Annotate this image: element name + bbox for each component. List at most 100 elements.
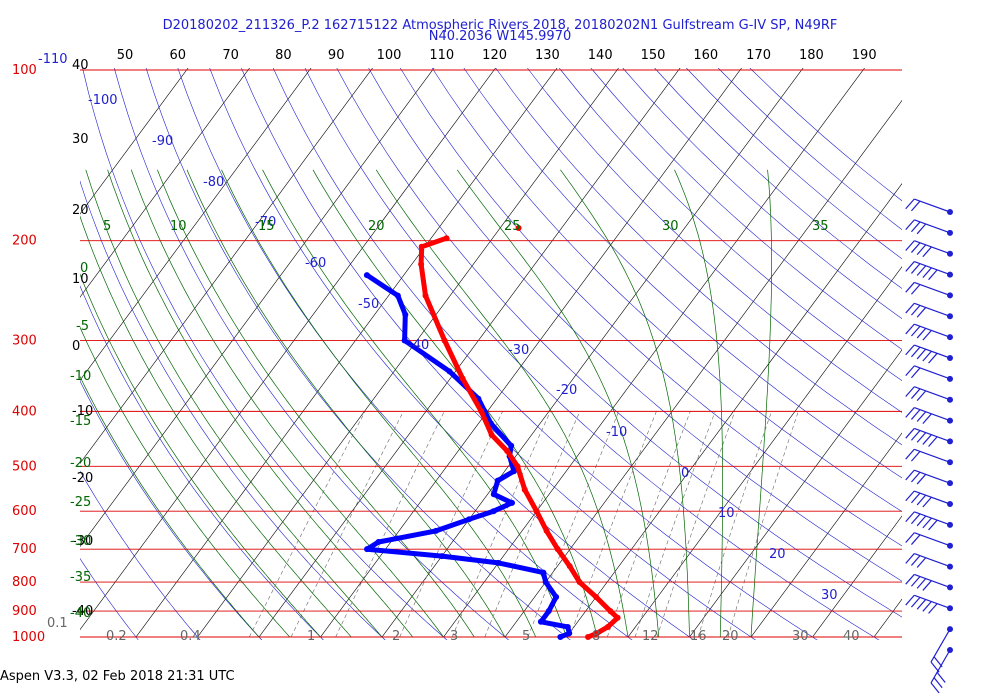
wind-barb-feather	[910, 200, 921, 212]
dry-adiabat-line	[80, 180, 386, 640]
saturated-adiabat-line	[674, 169, 723, 637]
wind-barb	[905, 281, 953, 299]
top-scale-label: 130	[535, 48, 560, 63]
dry-adiabat-label: 20	[769, 547, 786, 562]
top-scale-label: 140	[588, 48, 613, 63]
wind-barb-dot	[947, 584, 953, 591]
saturated-adiabat-line	[157, 169, 475, 638]
wind-barb-feather	[910, 242, 921, 253]
wind-barb-feather	[905, 490, 915, 502]
wind-barb	[905, 261, 953, 281]
temperature-point	[607, 608, 614, 615]
wind-barbs	[905, 198, 953, 694]
top-scale-label: 60	[170, 48, 187, 63]
dewpoint-point	[466, 516, 473, 523]
mixing-ratio-label: 30	[792, 629, 809, 644]
plot-area	[80, 68, 902, 640]
saturated-adiabat-label: -15	[70, 414, 91, 429]
temperature-point	[593, 630, 600, 637]
saturated-adiabat-line	[456, 169, 660, 638]
mixing-ratio-line	[727, 411, 799, 638]
wind-barb-feather	[916, 390, 927, 402]
pressure-label: 200	[12, 234, 37, 249]
temperature-point	[459, 375, 466, 382]
wind-barb-feather	[922, 434, 932, 445]
wind-barb-dot	[947, 521, 953, 528]
saturated-adiabat-line	[186, 169, 506, 638]
wind-barb-feather	[905, 532, 915, 543]
wind-barb-staff	[914, 532, 951, 547]
wind-barb	[905, 573, 953, 591]
footer-text: Aspen V3.3, 02 Feb 2018 21:31 UTC	[0, 669, 235, 684]
wind-barb-feather	[905, 407, 915, 418]
wind-barb	[905, 469, 953, 487]
wind-barb-feather	[916, 599, 927, 610]
dewpoint-point	[394, 292, 401, 299]
dewpoint-point	[446, 368, 453, 375]
wind-barb	[905, 511, 953, 531]
wind-barb	[905, 448, 953, 466]
wind-barb-feather	[928, 269, 938, 281]
left-labels: 1002003004005006007008009001000403020100…	[12, 58, 93, 645]
isotherm-label: -30	[72, 534, 93, 549]
isotherm-label: -20	[72, 471, 93, 486]
wind-barb	[905, 490, 953, 508]
mixing-ratio-line	[335, 411, 445, 638]
wind-barb-feather	[922, 329, 932, 341]
wind-barb-feather	[916, 223, 927, 235]
wind-barb	[905, 198, 953, 215]
isotherm-label: 30	[72, 132, 89, 147]
wind-barb-dot	[947, 375, 953, 382]
saturated-adiabat-label: -35	[70, 570, 91, 585]
dry-adiabat-label: -50	[358, 297, 379, 312]
top-scale-label: 90	[328, 48, 345, 63]
wind-barb	[905, 344, 953, 364]
wind-barb-staff	[914, 553, 951, 568]
wind-barb-staff	[914, 261, 951, 276]
mixing-ratio-line	[607, 411, 691, 638]
dry-adiabat-line	[495, 68, 902, 446]
wind-barb	[930, 647, 953, 694]
wind-barb	[905, 407, 953, 424]
mixing-ratio-line	[249, 411, 366, 638]
wind-barb-feather	[922, 246, 932, 258]
wind-barb-feather	[905, 261, 915, 272]
dry-adiabat-label: -10	[606, 425, 627, 440]
wind-barb-feather	[933, 677, 943, 689]
wind-barb-feather	[922, 267, 932, 278]
wind-barb-feather	[905, 428, 915, 439]
isotherm-label: 20	[72, 203, 89, 218]
dewpoint-point	[364, 546, 371, 553]
saturated-adiabat-line	[312, 169, 598, 638]
wind-barb-dot	[947, 605, 953, 612]
wind-barb-staff	[914, 323, 951, 338]
temperature-point	[488, 431, 495, 438]
wind-barb-feather	[910, 534, 921, 545]
pressure-label: 900	[12, 604, 37, 619]
temperature-point	[614, 614, 621, 621]
mixing-ratio-label: 40	[843, 629, 860, 644]
dewpoint-point	[432, 527, 439, 534]
wind-barb-dot	[947, 209, 953, 215]
wind-barb-feather	[928, 352, 938, 364]
dry-adiabat-line	[241, 68, 756, 640]
dry-adiabat-line	[177, 68, 633, 640]
wind-barb-staff	[930, 628, 951, 663]
isotherm-label: -10	[72, 404, 93, 419]
wind-barb-staff	[914, 344, 951, 359]
wind-barb-dot	[947, 334, 953, 341]
wind-barb-feather	[928, 603, 938, 614]
isotherm-line	[689, 349, 902, 638]
wind-barb-feather	[916, 307, 927, 318]
wind-barb-feather	[905, 302, 915, 314]
wind-barb-feather	[910, 409, 921, 420]
wind-barb-feather	[910, 325, 921, 337]
dewpoint-point	[401, 337, 408, 344]
dry-adiabat-line	[558, 68, 902, 381]
dewpoint-point	[490, 508, 497, 515]
dry-adiabat-line	[431, 68, 902, 512]
wind-barb-feather	[905, 344, 915, 356]
wind-barb-staff	[914, 281, 951, 296]
saturated-adiabat-label: -5	[76, 319, 89, 334]
